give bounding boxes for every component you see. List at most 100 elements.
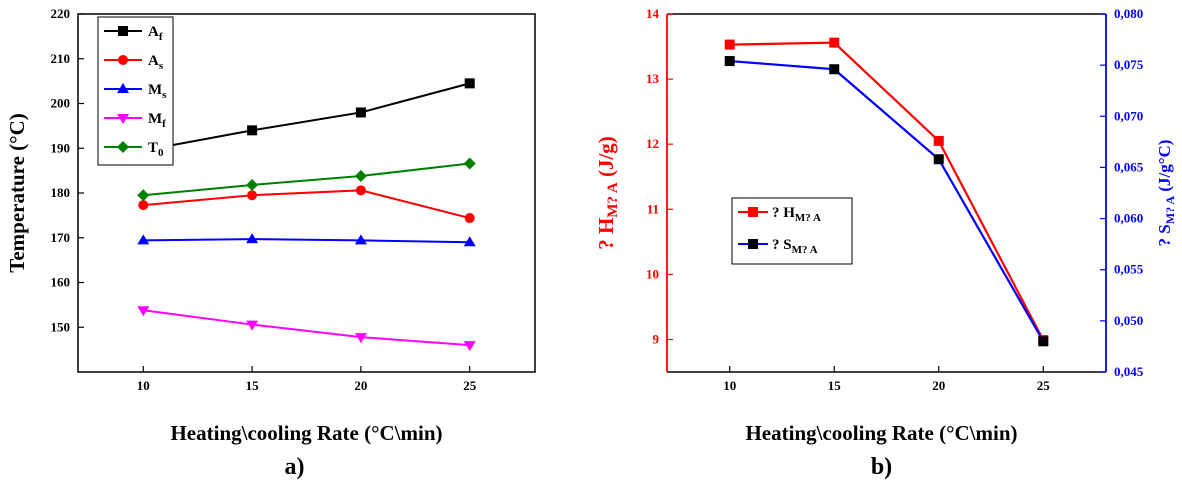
legend-label-a-sub: f (159, 31, 163, 43)
y-left-axis-label-b-base: ? H (594, 218, 618, 250)
legend-label-b-base: ? H (772, 205, 795, 221)
legend-marker-a (117, 114, 129, 124)
y-right-tick-label-b: 0,045 (1114, 364, 1144, 379)
legend-label-a-base: A (148, 24, 159, 40)
data-point-a (355, 185, 366, 196)
x-axis-label-b: Heating\cooling Rate (°C\min) (745, 421, 1017, 445)
data-point-b (933, 154, 944, 165)
legend-label-b: ? HM? A (772, 205, 821, 224)
y-tick-label-a: 180 (51, 185, 71, 200)
data-point-b (829, 64, 840, 75)
legend-label-a-sub: 0 (158, 147, 164, 159)
data-point-a (247, 190, 258, 201)
x-tick-label-a: 10 (137, 378, 150, 393)
data-point-b (724, 56, 735, 67)
y-right-tick-label-b: 0,075 (1114, 57, 1144, 72)
legend-marker-b (748, 239, 758, 249)
legend-marker-a (117, 141, 129, 153)
series-line-b (729, 59, 1045, 342)
legend-label-b-base: ? S (772, 237, 792, 253)
legend-label-a: Ms (148, 82, 167, 101)
legend-label-a-base: M (148, 82, 162, 98)
y-tick-label-a: 210 (51, 51, 71, 66)
legend-marker-a (117, 83, 129, 93)
x-tick-label-a: 20 (354, 378, 367, 393)
y-right-axis-label-b: ? SM? A (J/g°C) (1155, 140, 1177, 247)
data-point-b (1038, 336, 1049, 347)
y-right-axis-label-b-unit: (J/g°C) (1155, 140, 1174, 196)
x-axis-label-a: Heating\cooling Rate (°C\min) (170, 421, 442, 445)
legend-label-b: ? SM? A (772, 237, 818, 256)
data-point-a (463, 341, 476, 352)
y-tick-label-a: 160 (51, 275, 71, 290)
series-line-a (143, 162, 470, 197)
y-tick-label-a: 170 (51, 230, 71, 245)
legend-marker-a (118, 55, 128, 65)
legend-label-a-base: A (148, 53, 159, 69)
y-right-tick-label-b: 0,080 (1114, 6, 1143, 21)
data-point-a (463, 157, 476, 170)
series-line-a (143, 309, 470, 347)
y-left-axis-label-b-unit: (J/g) (594, 136, 618, 182)
x-tick-label-b: 15 (828, 378, 842, 393)
y-right-axis-label-b-sub: M? A (1163, 196, 1177, 225)
data-point-b (724, 39, 735, 50)
x-tick-label-b: 10 (723, 378, 736, 393)
data-point-a (354, 333, 367, 344)
data-point-a (247, 125, 258, 136)
series-line-b (729, 41, 1045, 341)
caption-a: a) (285, 454, 305, 480)
legend-marker-a (118, 26, 128, 36)
y-right-axis-label-b-base: ? S (1155, 224, 1174, 246)
y-left-tick-label-b: 13 (646, 71, 660, 86)
x-tick-label-a: 15 (246, 378, 260, 393)
series-line-a (143, 189, 470, 220)
data-point-a (464, 213, 475, 224)
data-point-a (463, 236, 476, 247)
chart-a: 150 160 170 180 190 200 210 220 10 15 20 25 Temperat… (5, 6, 536, 480)
y-left-tick-label-b: 11 (647, 201, 659, 216)
legend-label-a-base: M (148, 111, 162, 127)
legend-label-a: As (148, 53, 164, 72)
x-tick-label-b: 25 (1037, 378, 1051, 393)
y-right-tick-label-b: 0,050 (1114, 313, 1143, 328)
y-axis-label-a: Temperature (°C) (5, 113, 29, 272)
data-point-a (137, 234, 150, 245)
data-point-a (354, 169, 367, 182)
legend-label-a: Af (148, 24, 163, 43)
y-left-tick-label-b: 10 (646, 266, 659, 281)
chart-b: 9 10 11 12 13 14 0,045 0,050 0,055 0,060 0,065 0,07… (594, 6, 1177, 480)
y-tick-label-a: 220 (51, 6, 71, 21)
y-left-axis-label-b: ? HM? A (J/g) (594, 136, 621, 250)
y-right-tick-label-b: 0,055 (1114, 262, 1144, 277)
caption-b: b) (871, 454, 892, 480)
series-line-a (143, 82, 470, 152)
y-tick-label-a: 150 (51, 319, 71, 334)
y-right-tick-label-b: 0,070 (1114, 108, 1143, 123)
data-point-a (137, 306, 150, 317)
y-right-tick-label-b: 0,065 (1114, 159, 1144, 174)
data-point-a (246, 233, 259, 244)
y-left-tick-label-b: 14 (646, 6, 660, 21)
data-point-a (137, 189, 150, 202)
data-point-a (246, 178, 259, 191)
y-left-axis-label-b-sub: M? A (605, 182, 621, 218)
data-point-a (246, 320, 259, 331)
y-tick-label-a: 200 (51, 96, 71, 111)
legend-marker-b (748, 207, 758, 217)
series-line-a (143, 238, 470, 244)
legend-label-a-sub: s (162, 89, 167, 101)
legend-label-a-base: T (148, 140, 158, 156)
data-point-a (355, 107, 366, 118)
legend-label-b-sub: M? A (792, 244, 818, 256)
x-tick-label-b: 20 (932, 378, 945, 393)
data-point-b (933, 135, 944, 146)
data-point-a (354, 234, 367, 245)
data-point-a (464, 78, 475, 89)
legend-label-a-sub: s (159, 60, 164, 72)
x-tick-label-a: 25 (463, 378, 477, 393)
legend-label-a: Mf (148, 111, 166, 130)
legend-label-a: T0 (148, 140, 164, 159)
data-point-b (829, 37, 840, 48)
